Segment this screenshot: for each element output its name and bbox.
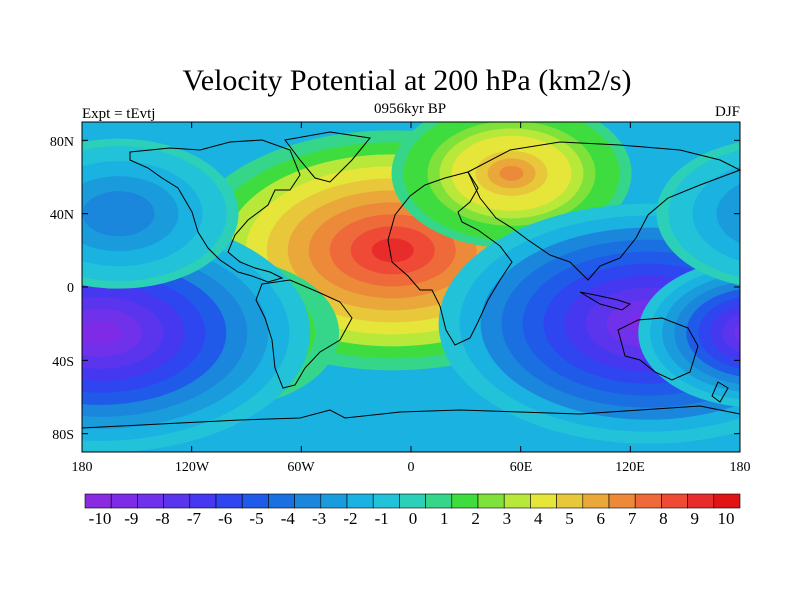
- colorbar-swatch: [346, 493, 374, 509]
- colorbar-label: -6: [218, 509, 232, 528]
- contour-band: [722, 313, 740, 353]
- colorbar-labels: -10 -9 -8 -7 -6 -5 -4 -3 -2 -1 0 1 2 3 4 5 6 7 8 9 10: [89, 509, 735, 528]
- plot-title: Velocity Potential at 200 hPa (km2/s): [182, 64, 631, 97]
- colorbar-swatch: [215, 493, 243, 509]
- latitude-axis: [82, 139, 740, 435]
- coast-north-america: [129, 139, 301, 283]
- colorbar-swatch: [110, 493, 138, 509]
- colorbar-swatch: [608, 493, 636, 509]
- colorbar-label: -7: [187, 509, 202, 528]
- colorbar-swatch: [399, 493, 426, 509]
- colorbar-swatch: [503, 493, 531, 509]
- time-label: 0956kyr BP: [374, 101, 446, 117]
- colorbar-label: 4: [534, 509, 543, 528]
- colorbar-label: 7: [628, 509, 637, 528]
- colorbar-label: -10: [89, 509, 112, 528]
- colorbar-swatch: [713, 493, 741, 509]
- contour-band: [82, 320, 122, 345]
- colorbar-label: -8: [156, 509, 170, 528]
- colorbar: [84, 493, 741, 509]
- lon-label: 120E: [615, 460, 645, 475]
- lat-label: 80S: [52, 428, 74, 443]
- lon-label: 180: [72, 460, 93, 475]
- map-field: [81, 121, 800, 453]
- field-contours: [82, 122, 800, 452]
- lat-label: 80N: [50, 135, 74, 150]
- colorbar-swatch: [451, 493, 479, 509]
- contour-band: [765, 206, 789, 221]
- contour-band: [734, 323, 740, 343]
- longitude-axis: [81, 122, 741, 452]
- colorbar-swatch: [294, 493, 322, 509]
- lat-label: 40N: [50, 208, 74, 223]
- coast-antarctica: [81, 405, 741, 429]
- coast-europe-africa: [387, 171, 513, 346]
- colorbar-swatch: [556, 493, 584, 509]
- contour-band: [741, 191, 800, 236]
- colorbar-swatch: [372, 493, 400, 509]
- colorbar-label: 0: [409, 509, 418, 528]
- colorbar-label: -2: [343, 509, 357, 528]
- colorbar-swatch: [84, 493, 112, 509]
- colorbar-label: 2: [471, 509, 480, 528]
- colorbar-swatch: [241, 493, 269, 509]
- contour-band: [716, 183, 740, 244]
- colorbar-swatch: [163, 493, 191, 509]
- colorbar-swatch: [530, 493, 557, 509]
- colorbar-label: -3: [312, 509, 326, 528]
- coast-south-america: [255, 279, 353, 389]
- colorbar-swatch: [189, 493, 217, 509]
- lat-label: 40S: [52, 355, 74, 370]
- colorbar-label: 9: [690, 509, 699, 528]
- lat-label: 0: [67, 281, 74, 296]
- coastlines: [81, 131, 742, 429]
- colorbar-label: 5: [565, 509, 574, 528]
- colorbar-swatch: [582, 493, 610, 509]
- colorbar-label: 10: [718, 509, 735, 528]
- colorbar-swatch: [425, 493, 453, 509]
- lon-label: 60W: [287, 460, 315, 475]
- coast-indonesia: [579, 291, 632, 311]
- colorbar-swatch: [268, 493, 295, 509]
- colorbar-label: 8: [659, 509, 668, 528]
- colorbar-swatch: [477, 493, 505, 509]
- coast-australia: [617, 317, 699, 381]
- colorbar-label: -9: [124, 509, 138, 528]
- contour-band: [499, 165, 524, 181]
- colorbar-swatch: [320, 493, 348, 509]
- lon-label: 120W: [175, 460, 210, 475]
- contour-band: [746, 325, 770, 340]
- colorbar-label: -5: [249, 509, 263, 528]
- contour-band: [753, 199, 800, 229]
- latitude-labels: 80N 40N 0 40S 80S: [50, 135, 74, 443]
- coast-new-zealand: [711, 381, 729, 403]
- experiment-label: Expt = tEvtj: [82, 106, 155, 122]
- coast-asia: [467, 141, 742, 281]
- contour-band: [371, 238, 414, 263]
- colorbar-swatch: [634, 493, 662, 509]
- colorbar-swatch: [137, 493, 164, 509]
- lon-label: 180: [730, 460, 751, 475]
- colorbar-swatch: [687, 493, 715, 509]
- colorbar-label: 3: [503, 509, 512, 528]
- colorbar-swatch: [661, 493, 688, 509]
- season-label: DJF: [715, 104, 740, 120]
- contour-band: [106, 206, 131, 222]
- colorbar-label: 1: [440, 509, 449, 528]
- lon-label: 0: [408, 460, 415, 475]
- colorbar-label: -1: [375, 509, 389, 528]
- colorbar-label: 6: [597, 509, 606, 528]
- colorbar-label: -4: [281, 509, 296, 528]
- lon-label: 60E: [510, 460, 533, 475]
- longitude-labels: 180 120W 60W 0 60E 120E 180: [72, 460, 751, 475]
- coast-greenland: [284, 131, 371, 183]
